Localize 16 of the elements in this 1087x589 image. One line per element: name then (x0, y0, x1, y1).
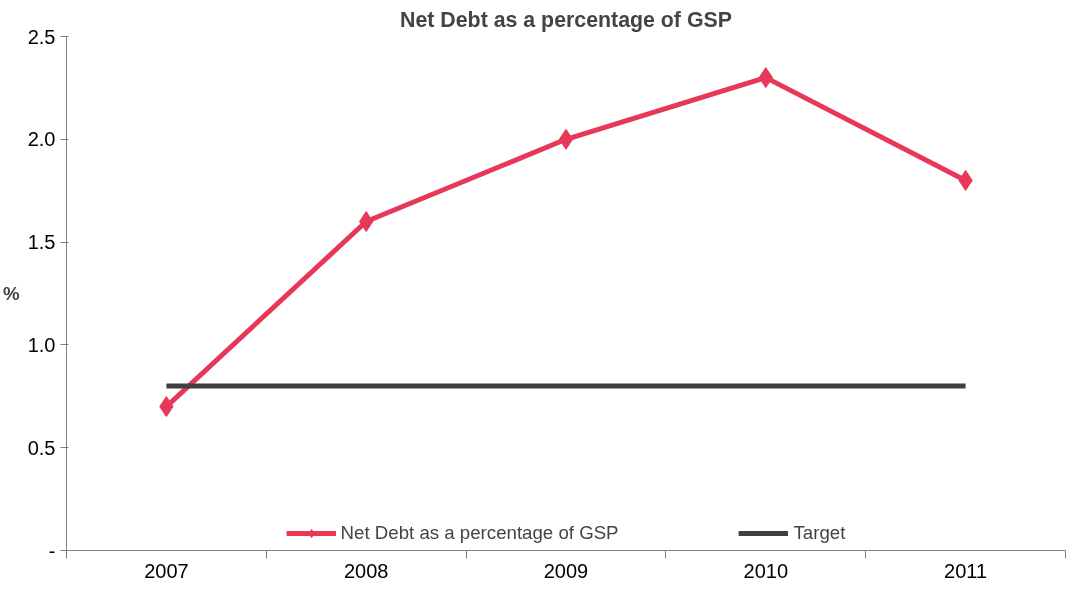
x-tick-label: 2010 (743, 559, 789, 582)
y-axis-title: % (3, 283, 21, 304)
y-tick-label: 2.5 (27, 25, 56, 48)
y-tick-label: 1.5 (27, 231, 56, 254)
y-tick-label: 1.0 (27, 333, 56, 356)
x-tick-label: 2007 (144, 559, 189, 582)
y-tick-label: - (48, 539, 56, 562)
x-tick-label: 2011 (944, 559, 988, 582)
point (558, 128, 574, 150)
legend-label: Net Debt as a percentage of GSP (340, 522, 619, 544)
x-tick-label: 2009 (543, 559, 589, 582)
legend-label: Target (793, 522, 846, 544)
y-tick-label: 2.0 (27, 128, 56, 151)
x-tick-label: 2008 (343, 559, 389, 582)
chart-title: Net Debt as a percentage of GSP (400, 7, 732, 32)
y-tick-label: 0.5 (27, 436, 56, 459)
